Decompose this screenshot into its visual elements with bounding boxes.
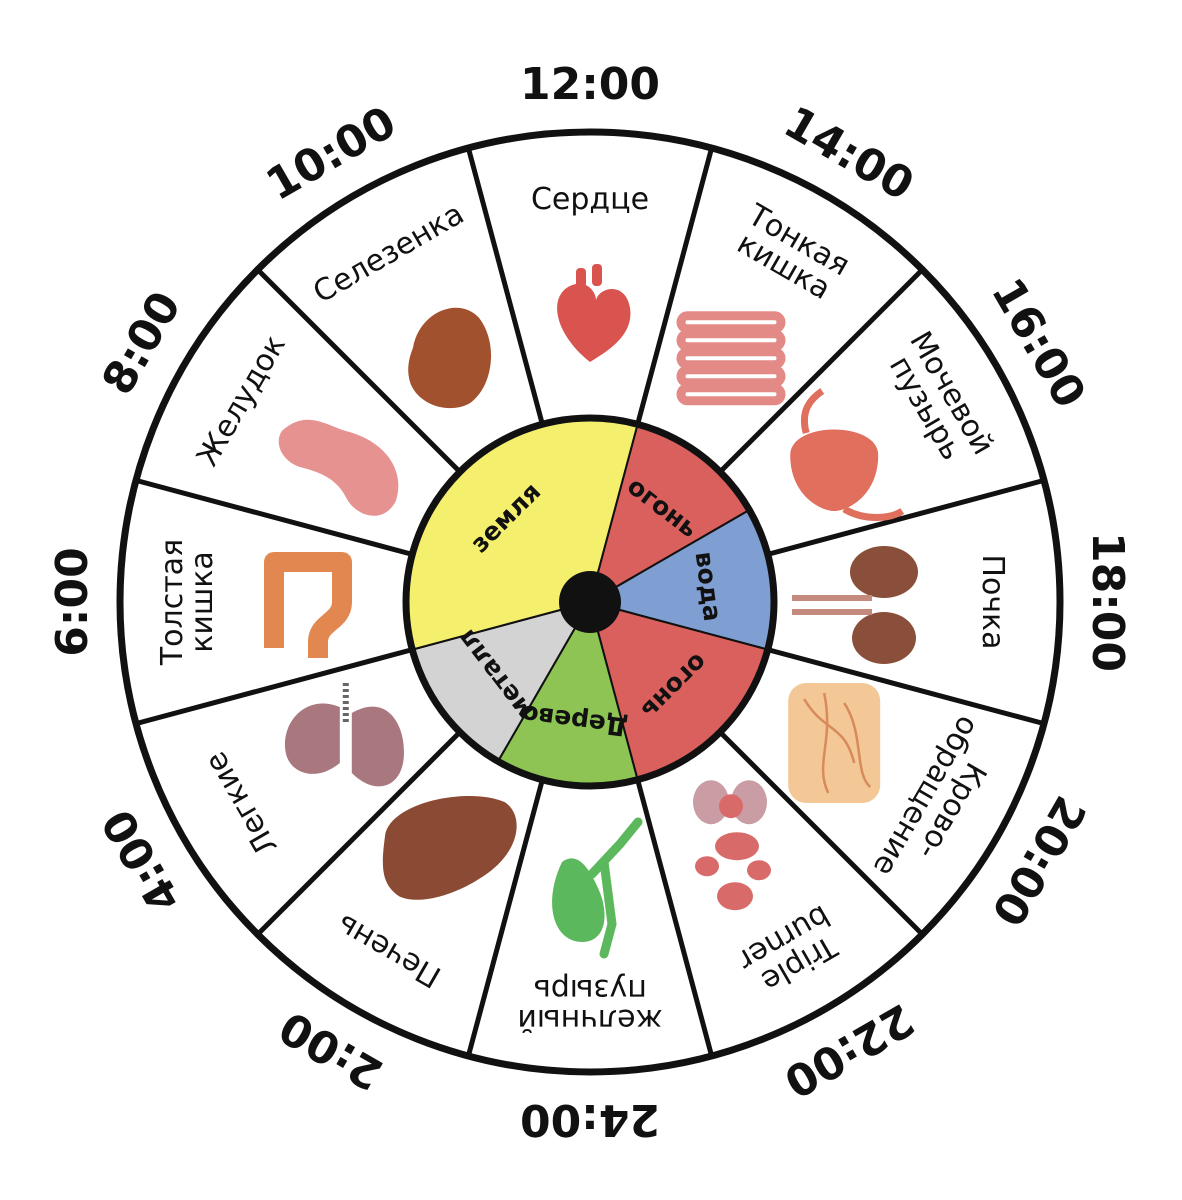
time-label: 18:00 [1082, 532, 1133, 672]
triple-burner-icon [693, 780, 771, 911]
sector-divider [767, 477, 1045, 557]
center-hub [559, 571, 621, 633]
spleen-icon [408, 307, 492, 409]
large-intestine-icon [264, 552, 352, 658]
organ-label: Сердце [531, 182, 649, 217]
kidney-icon [792, 546, 918, 664]
small-intestine-icon [676, 311, 786, 406]
sector-divider [635, 779, 715, 1057]
sector-divider [255, 267, 462, 474]
stomach-icon [278, 419, 399, 516]
sector-divider [465, 147, 545, 425]
heart-icon [557, 264, 631, 362]
sector-divider [767, 647, 1045, 727]
time-label: 12:00 [520, 59, 660, 110]
gallbladder-icon [552, 817, 643, 959]
organ-label: Толстаякишка [155, 539, 220, 666]
sector-divider [135, 647, 413, 727]
sector-divider [465, 779, 545, 1057]
sector-divider [255, 730, 462, 937]
bladder-icon [790, 388, 905, 521]
organ-label: желчныйпузырь [517, 973, 662, 1038]
sector-divider [718, 267, 925, 474]
time-label: 6:00 [47, 547, 98, 656]
lungs-icon [284, 683, 404, 787]
organ-label: Почка [976, 554, 1011, 649]
sector-divider [718, 730, 925, 937]
time-label: 24:00 [520, 1094, 660, 1145]
liver-icon [382, 795, 517, 900]
inner-ring [402, 414, 778, 790]
circulation-icon [788, 683, 881, 803]
sector-divider [135, 477, 413, 557]
sector-divider [635, 147, 715, 425]
